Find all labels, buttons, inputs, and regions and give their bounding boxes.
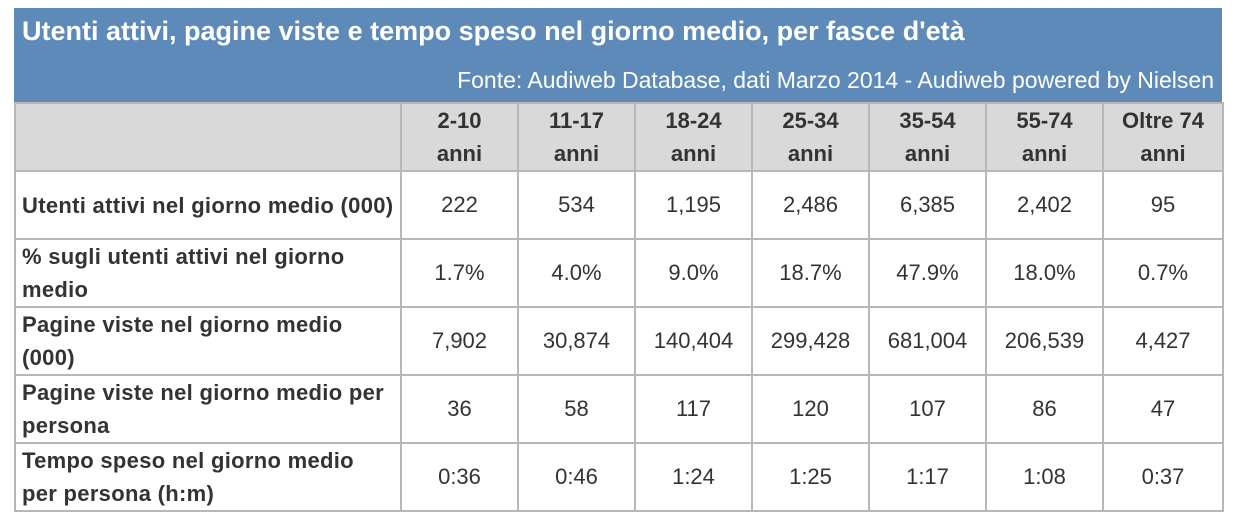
table-cell: 206,539: [985, 306, 1104, 376]
table-row: Tempo speso nel giorno medio per persona…: [14, 442, 1224, 512]
table-row: Pagine viste nel giorno medio per person…: [14, 374, 1224, 444]
column-header-range: 25-34: [782, 108, 839, 133]
row-label: Pagine viste nel giorno medio (000): [14, 306, 402, 376]
table-cell: 222: [400, 170, 519, 240]
column-header: 2-10 anni: [400, 102, 519, 172]
table-cell: 1.7%: [400, 238, 519, 308]
row-label: Utenti attivi nel giorno medio (000): [14, 170, 402, 240]
column-header: 55-74 anni: [985, 102, 1104, 172]
table-cell: 18.7%: [751, 238, 870, 308]
table-cell: 107: [868, 374, 987, 444]
table-cell: 0:37: [1102, 442, 1224, 512]
page-title: Utenti attivi, pagine viste e tempo spes…: [22, 16, 965, 46]
table-cell: 1:24: [634, 442, 753, 512]
table-cell: 36: [400, 374, 519, 444]
column-header-range: 2-10: [437, 108, 482, 133]
column-header-range: Oltre 74: [1122, 108, 1204, 133]
table-cell: 2,486: [751, 170, 870, 240]
table-cell: 1:25: [751, 442, 870, 512]
table-cell: 299,428: [751, 306, 870, 376]
table-cell: 1:08: [985, 442, 1104, 512]
row-label: Pagine viste nel giorno medio per person…: [14, 374, 402, 444]
table-cell: 47.9%: [868, 238, 987, 308]
table-cell: 117: [634, 374, 753, 444]
column-header-range: 35-54: [899, 108, 956, 133]
column-header-unit: anni: [904, 141, 951, 166]
table-cell: 58: [517, 374, 636, 444]
column-header-unit: anni: [670, 141, 717, 166]
column-header: 35-54 anni: [868, 102, 987, 172]
table-cell: 120: [751, 374, 870, 444]
column-header: 18-24 anni: [634, 102, 753, 172]
table-cell: 0:46: [517, 442, 636, 512]
table-row: Utenti attivi nel giorno medio (000) 222 5…: [14, 170, 1224, 240]
table-cell: 0:36: [400, 442, 519, 512]
column-header-unit: anni: [787, 141, 834, 166]
table-cell: 7,902: [400, 306, 519, 376]
table-row: % sugli utenti attivi nel giorno medio 1.…: [14, 238, 1224, 308]
table-cell: 86: [985, 374, 1104, 444]
table-cell: 4,427: [1102, 306, 1224, 376]
header-row: 2-10 anni 11-17 anni 18-24 anni 25-34 anni 35-54…: [14, 102, 1224, 172]
table-cell: 95: [1102, 170, 1224, 240]
column-header: Oltre 74 anni: [1102, 102, 1224, 172]
table-body: Utenti attivi nel giorno medio (000) 222 5…: [14, 170, 1224, 512]
column-header-range: 55-74: [1016, 108, 1073, 133]
table-cell: 18.0%: [985, 238, 1104, 308]
column-header-unit: anni: [1140, 141, 1186, 166]
table-cell: 0.7%: [1102, 238, 1224, 308]
table-cell: 140,404: [634, 306, 753, 376]
column-header: 11-17 anni: [517, 102, 636, 172]
table-cell: 6,385: [868, 170, 987, 240]
column-header: 25-34 anni: [751, 102, 870, 172]
table-figure: Utenti attivi, pagine viste e tempo spes…: [14, 8, 1224, 512]
table-cell: 47: [1102, 374, 1224, 444]
header-corner-cell: [14, 102, 402, 172]
title-banner: Utenti attivi, pagine viste e tempo spes…: [14, 8, 1222, 102]
column-header-unit: anni: [553, 141, 600, 166]
source-note: Fonte: Audiweb Database, dati Marzo 2014…: [457, 67, 1214, 93]
table-cell: 681,004: [868, 306, 987, 376]
column-header-unit: anni: [436, 141, 483, 166]
data-table: 2-10 anni 11-17 anni 18-24 anni 25-34 anni 35-54…: [14, 102, 1224, 512]
row-label: Tempo speso nel giorno medio per persona…: [14, 442, 402, 512]
table-row: Pagine viste nel giorno medio (000) 7,902…: [14, 306, 1224, 376]
table-cell: 30,874: [517, 306, 636, 376]
table-cell: 2,402: [985, 170, 1104, 240]
column-header-unit: anni: [1021, 141, 1068, 166]
table-cell: 9.0%: [634, 238, 753, 308]
table-cell: 1,195: [634, 170, 753, 240]
table-cell: 4.0%: [517, 238, 636, 308]
column-header-range: 18-24: [665, 108, 722, 133]
table-cell: 534: [517, 170, 636, 240]
table-cell: 1:17: [868, 442, 987, 512]
row-label: % sugli utenti attivi nel giorno medio: [14, 238, 402, 308]
column-header-range: 11-17: [548, 108, 605, 133]
